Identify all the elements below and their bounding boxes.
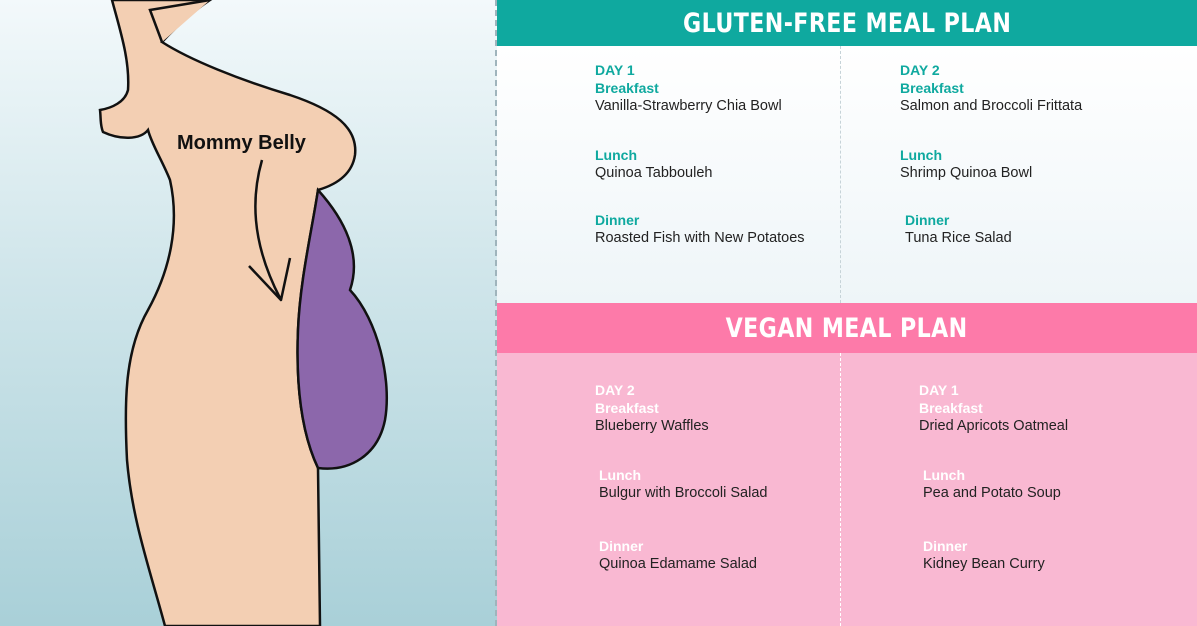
meal-type-label: Dinner [595, 212, 640, 228]
body-shape [98, 0, 357, 626]
meal-type-label: Dinner [923, 538, 968, 554]
gf-day2-breakfast: DAY 2 Breakfast Salmon and Broccoli Frit… [900, 61, 1082, 115]
vegan-day1-dinner: Dinner Kidney Bean Curry [923, 537, 1045, 573]
gluten-free-banner: GLUTEN-FREE MEAL PLAN [497, 0, 1197, 46]
gf-day2-dinner: Dinner Tuna Rice Salad [905, 211, 1012, 247]
dish-name: Bulgur with Broccoli Salad [599, 485, 768, 501]
gf-day1-dinner: Dinner Roasted Fish with New Potatoes [595, 211, 805, 247]
dish-name: Tuna Rice Salad [905, 230, 1012, 246]
vegan-banner: VEGAN MEAL PLAN [497, 303, 1197, 353]
vegan-title: VEGAN MEAL PLAN [725, 313, 969, 344]
belly-shape [296, 187, 389, 470]
vegan-day2-dinner: Dinner Quinoa Edamame Salad [599, 537, 757, 573]
meal-type-label: Lunch [923, 467, 965, 483]
vegan-day2-breakfast: DAY 2 Breakfast Blueberry Waffles [595, 381, 709, 435]
day-label: DAY 2 [900, 62, 940, 78]
dish-name: Pea and Potato Soup [923, 485, 1061, 501]
day-label: DAY 2 [595, 382, 635, 398]
dish-name: Roasted Fish with New Potatoes [595, 230, 805, 246]
meal-type-label: Lunch [595, 147, 637, 163]
dish-name: Blueberry Waffles [595, 418, 709, 434]
dish-name: Shrimp Quinoa Bowl [900, 165, 1033, 181]
pregnant-silhouette-illustration [98, 0, 389, 626]
gluten-free-body [497, 46, 1197, 303]
dish-name: Quinoa Tabbouleh [595, 165, 713, 181]
dish-name: Quinoa Edamame Salad [599, 556, 757, 572]
dish-name: Vanilla-Strawberry Chia Bowl [595, 98, 782, 114]
vegan-day1-lunch: Lunch Pea and Potato Soup [923, 466, 1061, 502]
arrow-icon [254, 159, 282, 299]
gf-day1-breakfast: DAY 1 Breakfast Vanilla-Strawberry Chia … [595, 61, 782, 115]
gluten-free-section: GLUTEN-FREE MEAL PLAN DAY 1 Breakfast Va… [497, 0, 1197, 303]
meal-type-label: Breakfast [595, 80, 659, 96]
meal-type-label: Breakfast [900, 80, 964, 96]
belly-label: Mommy Belly [177, 132, 306, 154]
meal-type-label: Dinner [599, 538, 644, 554]
meal-type-label: Lunch [599, 467, 641, 483]
dish-name: Salmon and Broccoli Frittata [900, 98, 1083, 114]
gf-day2-lunch: Lunch Shrimp Quinoa Bowl [900, 146, 1032, 182]
vegan-day2-lunch: Lunch Bulgur with Broccoli Salad [599, 466, 767, 502]
dish-name: Dried Apricots Oatmeal [919, 418, 1069, 434]
meal-type-label: Lunch [900, 147, 942, 163]
panel-divider [495, 0, 497, 626]
vegan-day1-breakfast: DAY 1 Breakfast Dried Apricots Oatmeal [919, 381, 1068, 435]
vegan-body [497, 353, 1197, 626]
day-label: DAY 1 [919, 382, 959, 398]
vegan-section: VEGAN MEAL PLAN DAY 2 Breakfast Blueberr… [497, 303, 1197, 626]
gluten-free-title: GLUTEN-FREE MEAL PLAN [682, 8, 1012, 39]
gf-day1-lunch: Lunch Quinoa Tabbouleh [595, 146, 712, 182]
meal-type-label: Breakfast [595, 400, 659, 416]
meal-type-label: Dinner [905, 212, 950, 228]
dish-name: Kidney Bean Curry [923, 556, 1045, 572]
illustration-panel: Mommy Belly [0, 0, 497, 626]
day-label: DAY 1 [595, 62, 635, 78]
column-separator [840, 46, 841, 303]
meal-type-label: Breakfast [919, 400, 983, 416]
column-separator [840, 353, 841, 626]
